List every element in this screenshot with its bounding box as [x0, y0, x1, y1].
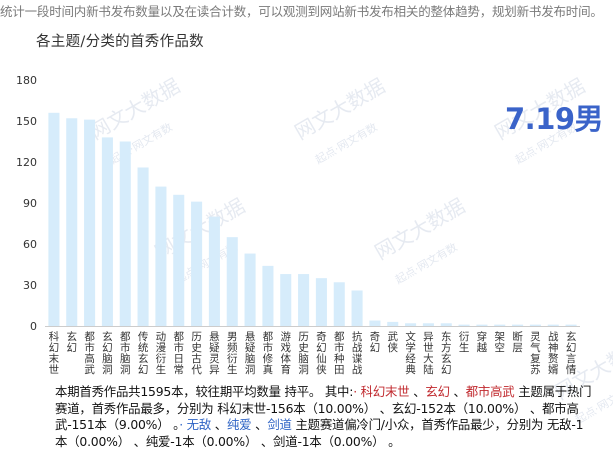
bar: [48, 113, 59, 326]
summary-intro: 本期首秀作品共1595本，较往期平均数量 持平。 其中:: [55, 384, 353, 399]
bar: [138, 167, 149, 326]
bar: [245, 254, 256, 326]
x-tick-label: 武侠: [388, 330, 399, 354]
x-axis-labels: 科幻末世玄幻都市高武玄幻脑洞都市脑洞传统玄幻动漫衍生都市日常历史古代悬疑灵异男频…: [49, 330, 577, 376]
bar: [352, 290, 363, 326]
bar: [191, 202, 202, 326]
cold-topic-1: · 无敌: [179, 417, 211, 432]
bar: [566, 325, 577, 326]
x-tick-label: 都市日常: [174, 331, 185, 376]
cold-topic-3: 剑道: [267, 417, 291, 432]
bar: [494, 325, 505, 326]
x-tick-label: 都市脑洞: [120, 331, 131, 376]
bar: [173, 195, 184, 326]
bar: [262, 266, 273, 326]
x-tick-label: 都市修真: [263, 331, 274, 376]
bar: [120, 142, 131, 327]
separator: 、: [450, 384, 466, 399]
x-tick-label: 游戏体育: [281, 330, 292, 376]
hot-topic-3: 都市高武: [466, 384, 515, 399]
hot-topic-1: · 科幻末世: [353, 384, 409, 399]
x-tick-label: 东方玄幻: [441, 330, 452, 376]
y-tick-label: 0: [30, 320, 37, 333]
x-tick-label: 悬疑脑洞: [245, 331, 256, 376]
bar: [369, 321, 380, 326]
x-tick-label: 玄幻脑洞: [102, 330, 113, 376]
x-tick-label: 奇幻仙侠: [316, 330, 327, 376]
bar: [280, 274, 291, 326]
bar: [334, 282, 345, 326]
x-tick-label: 异世大陆: [423, 331, 434, 376]
x-tick-label: 动漫衍生: [156, 331, 167, 376]
x-tick-label: 玄幻: [67, 330, 78, 354]
bar: [476, 325, 487, 326]
hot-topic-2: 玄幻: [425, 384, 449, 399]
summary-text: 本期首秀作品共1595本，较往期平均数量 持平。 其中:· 科幻末世 、玄幻 、…: [55, 384, 595, 450]
x-tick-label: 抗战谍战: [352, 330, 363, 376]
bar: [512, 325, 523, 326]
separator: 、: [251, 417, 267, 432]
period-badge: 7.19男: [505, 96, 603, 138]
y-tick-label: 150: [16, 115, 37, 128]
x-tick-label: 都市种田: [334, 331, 345, 376]
bar: [459, 325, 470, 326]
bar: [530, 325, 541, 326]
bar: [423, 323, 434, 326]
y-tick-label: 30: [23, 279, 37, 292]
x-tick-label: 玄幻言情: [566, 330, 577, 376]
x-tick-label: 战神赘婿: [548, 331, 559, 376]
x-tick-label: 传统玄幻: [138, 331, 149, 376]
bar: [405, 323, 416, 326]
x-tick-label: 历史古代: [191, 331, 202, 376]
bar: [155, 187, 166, 326]
bar: [66, 118, 77, 326]
bars-layer: [48, 113, 576, 326]
y-tick-label: 90: [23, 197, 37, 210]
x-tick-label: 都市高武: [84, 331, 95, 376]
x-tick-label: 科幻末世: [49, 330, 60, 376]
bar: [316, 278, 327, 326]
bar: [387, 322, 398, 326]
x-tick-label: 悬疑灵异: [209, 331, 220, 376]
x-tick-label: 穿越: [477, 330, 488, 354]
bar: [298, 274, 309, 326]
y-tick-label: 180: [16, 74, 37, 87]
bar: [102, 137, 113, 326]
bar: [548, 325, 559, 326]
bar: [227, 237, 238, 326]
x-tick-label: 奇幻: [370, 330, 381, 354]
bar: [84, 120, 95, 326]
bar: [209, 217, 220, 326]
x-tick-label: 架空: [495, 331, 506, 354]
x-tick-label: 文学经典: [405, 330, 416, 376]
separator: 、: [211, 417, 227, 432]
y-tick-label: 60: [23, 238, 37, 251]
cold-topic-2: 纯爱: [227, 417, 251, 432]
x-tick-label: 历史脑洞: [298, 331, 309, 376]
x-tick-label: 断层: [512, 330, 523, 354]
x-tick-label: 衍生: [459, 330, 470, 354]
x-tick-label: 男频衍生: [227, 331, 238, 376]
bar: [441, 323, 452, 326]
y-axis: 0 30 60 90 120 150 180: [16, 74, 580, 333]
x-tick-label: 灵气复苏: [530, 331, 541, 376]
y-tick-label: 120: [16, 156, 37, 169]
separator: 、: [409, 384, 425, 399]
